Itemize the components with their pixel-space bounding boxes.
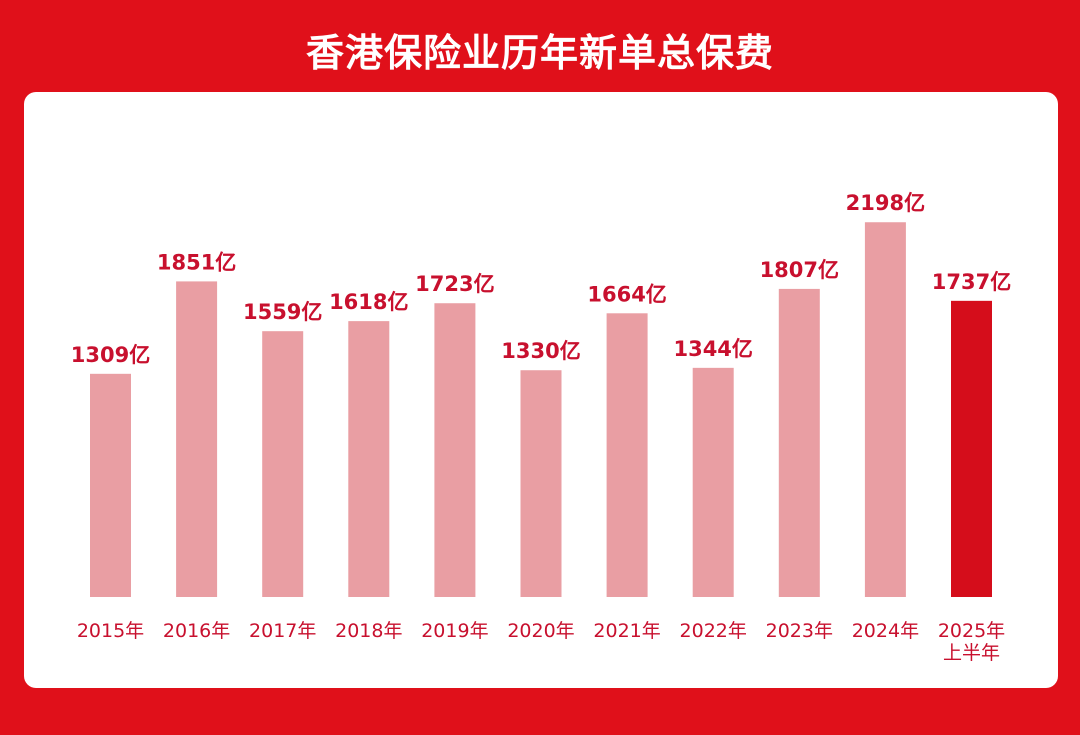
x-tick-label-2: 2017年 xyxy=(249,620,316,642)
value-label-7: 1344亿 xyxy=(673,337,752,361)
bar-7 xyxy=(692,367,734,597)
bar-6 xyxy=(606,313,648,597)
x-tick-label-8: 2023年 xyxy=(766,620,833,642)
bar-1 xyxy=(176,281,218,597)
value-label-8: 1807亿 xyxy=(760,258,839,282)
value-label-9: 2198亿 xyxy=(846,191,925,215)
bar-4 xyxy=(434,303,476,597)
bar-5 xyxy=(520,370,562,597)
x-tick-label-6: 2021年 xyxy=(593,620,660,642)
x-tick-label-3: 2018年 xyxy=(335,620,402,642)
x-tick-label-4: 2019年 xyxy=(421,620,488,642)
x-tick-label-9: 2024年 xyxy=(852,620,919,642)
x-tick-label-10: 2025年 xyxy=(938,620,1005,642)
bar-chart: 1309亿 2015年 1851亿 2016年 1559亿 2017年 1618亿 2018年… xyxy=(71,191,1011,664)
bar-9 xyxy=(864,222,906,597)
x-tick-label-10-line1: 上半年 xyxy=(943,642,1000,664)
chart-title: 香港保险业历年新单总保费 xyxy=(305,31,774,75)
bar-2 xyxy=(262,331,304,597)
x-tick-label-0: 2015年 xyxy=(77,620,144,642)
bar-3 xyxy=(348,321,390,597)
value-label-4: 1723亿 xyxy=(415,272,494,296)
value-label-3: 1618亿 xyxy=(329,290,408,314)
x-tick-label-7: 2022年 xyxy=(680,620,747,642)
bar-8 xyxy=(778,288,820,597)
value-label-0: 1309亿 xyxy=(71,343,150,367)
x-tick-label-5: 2020年 xyxy=(507,620,574,642)
chart-panel: 1309亿 2015年 1851亿 2016年 1559亿 2017年 1618亿 2018年… xyxy=(24,92,1058,688)
value-label-5: 1330亿 xyxy=(501,339,580,363)
value-label-1: 1851亿 xyxy=(157,250,236,274)
bar-10 xyxy=(951,300,992,597)
value-label-6: 1664亿 xyxy=(587,282,666,306)
x-tick-label-1: 2016年 xyxy=(163,620,230,642)
bar-0 xyxy=(90,373,131,597)
value-label-2: 1559亿 xyxy=(243,300,322,324)
value-label-10: 1737亿 xyxy=(932,270,1011,294)
